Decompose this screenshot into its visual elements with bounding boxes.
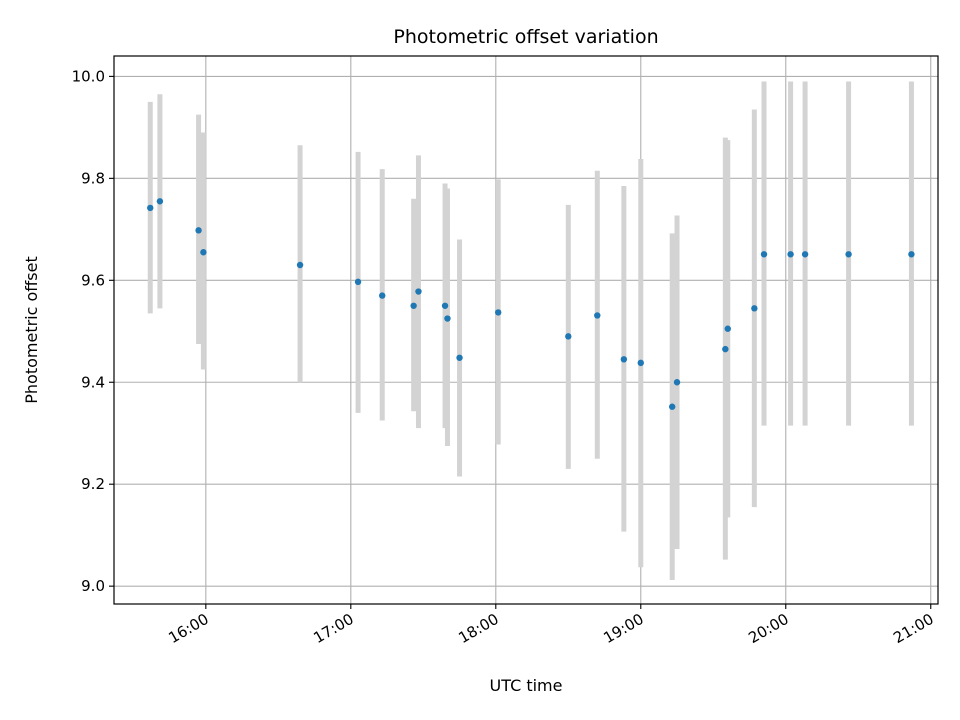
data-point [801, 251, 809, 258]
data-point [673, 379, 681, 386]
data-point [444, 315, 451, 322]
data-point [760, 251, 768, 258]
data-point [415, 288, 422, 295]
data-point [156, 198, 164, 205]
data-point [908, 251, 915, 258]
data-point [200, 249, 207, 256]
x-axis-label: UTC time [490, 676, 563, 695]
data-point [565, 333, 572, 340]
y-tick-label: 9.0 [81, 577, 105, 595]
data-point [195, 227, 202, 234]
point-layer [147, 198, 915, 410]
chart-title: Photometric offset variation [393, 26, 658, 48]
data-point [668, 403, 676, 410]
y-tick-label: 9.2 [81, 475, 105, 493]
data-point [787, 251, 794, 258]
data-point [724, 325, 731, 332]
grid-layer [114, 56, 938, 604]
data-point [456, 354, 463, 361]
y-axis-label: Photometric offset [22, 256, 41, 404]
data-point [441, 302, 449, 309]
y-tick-label: 9.4 [81, 373, 105, 391]
data-point [620, 356, 628, 363]
data-point [296, 261, 304, 269]
plot-frame [113, 55, 939, 605]
y-tick-label: 9.8 [81, 169, 105, 187]
data-point [637, 359, 644, 367]
data-point [354, 278, 362, 286]
data-point [410, 302, 417, 309]
y-tick-label: 9.6 [81, 271, 105, 289]
data-point [845, 251, 852, 258]
data-point [147, 204, 154, 212]
data-point [495, 309, 502, 316]
data-point [379, 292, 386, 299]
data-point [722, 345, 729, 353]
data-point [751, 305, 758, 312]
data-point [594, 312, 601, 319]
y-tick-label: 10.0 [72, 67, 105, 85]
